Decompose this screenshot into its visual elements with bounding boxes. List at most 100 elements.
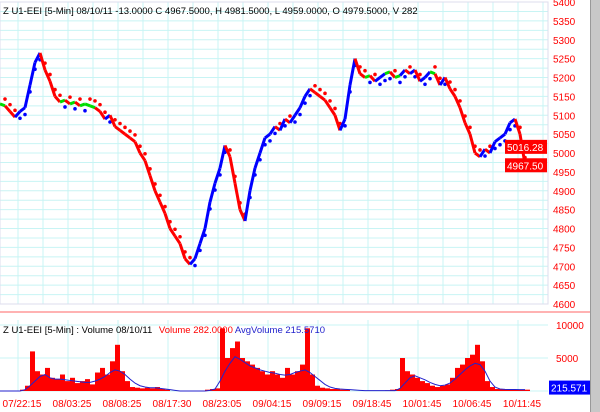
stop-dot [203, 233, 207, 238]
price-segment [253, 152, 262, 169]
time-tick-label: 10/01:45 [403, 399, 442, 410]
time-tick-label: 09/18:45 [353, 399, 392, 410]
price-tick-label: 4750 [553, 243, 576, 254]
stop-dot [48, 72, 52, 77]
stop-dot [18, 116, 22, 121]
price-segment [69, 100, 76, 106]
volume-bar [225, 358, 230, 391]
time-tick-label: 07/22:15 [3, 399, 42, 410]
price-segment [198, 228, 207, 245]
stop-dot [363, 68, 367, 73]
volume-bar [275, 374, 280, 391]
price-segment [129, 136, 136, 143]
price-tick-label: 5150 [553, 92, 576, 103]
stop-dot [483, 154, 487, 158]
stop-dot [68, 95, 72, 99]
grid [0, 1, 549, 392]
volume-bar [50, 377, 55, 391]
price-segment [453, 95, 462, 109]
volume-bar [260, 371, 265, 391]
price-segment [298, 95, 307, 109]
stop-dot [498, 142, 502, 147]
stop-dot [233, 174, 237, 179]
volume-bar [55, 379, 60, 391]
volume-bar [435, 387, 440, 391]
volume-series [0, 328, 530, 392]
stop-dot [323, 91, 327, 96]
price-tick-label: 5200 [553, 74, 576, 85]
price-segment [74, 100, 81, 108]
price-segment [28, 62, 37, 86]
stop-dot [518, 125, 522, 130]
price-segment [388, 70, 397, 79]
price-tick-label: 5350 [553, 17, 576, 28]
price-segment [494, 136, 501, 143]
price-segment [143, 160, 152, 177]
stop-dot [53, 87, 57, 92]
price-segment [463, 122, 472, 135]
stop-dot [103, 110, 107, 115]
stop-dot [278, 121, 282, 126]
price-segment [218, 145, 227, 169]
stop-dot [373, 72, 377, 77]
volume-bar [525, 389, 530, 391]
price-tag-label: 4967.50 [507, 161, 544, 172]
price-segment [153, 190, 162, 203]
stop-dot [13, 108, 17, 113]
price-segment [333, 114, 342, 131]
volume-bar [420, 381, 425, 391]
price-segment [364, 74, 371, 79]
stop-dot [443, 82, 447, 87]
stop-dot [23, 112, 27, 117]
stop-dot [508, 127, 512, 132]
vertical-scrollbar[interactable] [590, 0, 600, 412]
stop-dot [173, 227, 177, 232]
stop-dot [298, 112, 302, 117]
stop-dot [193, 263, 197, 268]
stop-dot [8, 102, 12, 107]
price-tick-label: 4650 [553, 281, 576, 292]
stop-dot [178, 235, 182, 239]
price-segment [309, 87, 316, 94]
price-tag [505, 139, 547, 154]
price-segment [398, 68, 407, 77]
stop-dot [313, 84, 317, 88]
stop-dot [468, 125, 472, 130]
volume-bar [425, 383, 430, 391]
volume-bar [515, 389, 520, 391]
price-segment [458, 107, 467, 124]
stop-dot [163, 204, 167, 209]
price-tick-label: 5050 [553, 130, 576, 141]
price-segment [499, 132, 506, 140]
price-segment [98, 110, 107, 120]
volume-bar [240, 358, 245, 391]
stop-dot [273, 131, 277, 136]
volume-bar [295, 371, 300, 391]
volume-bar [470, 354, 475, 391]
avg-volume-line [0, 356, 525, 392]
time-tick-label: 08/08:25 [103, 399, 142, 410]
stop-dot [318, 87, 322, 92]
price-segment [38, 52, 47, 71]
volume-bar [230, 348, 235, 391]
stop-dot [113, 117, 117, 122]
stop-dot [138, 144, 142, 149]
volume-bar [150, 388, 155, 391]
price-segment [394, 74, 401, 79]
price-segment [203, 201, 212, 229]
stop-dot [293, 120, 297, 124]
stop-dot [383, 78, 387, 83]
price-segment [368, 74, 377, 83]
volume-bar [335, 389, 340, 391]
price-segment [119, 129, 126, 136]
stop-dot [333, 106, 337, 111]
price-segment [89, 104, 96, 110]
volume-bar [400, 358, 405, 391]
price-segment [233, 182, 242, 210]
price-segment [379, 72, 386, 79]
price-segment [293, 106, 302, 117]
stop-dot [238, 201, 242, 205]
stop-dot [308, 93, 312, 98]
price-segment [43, 69, 52, 82]
price-segment [64, 98, 71, 106]
